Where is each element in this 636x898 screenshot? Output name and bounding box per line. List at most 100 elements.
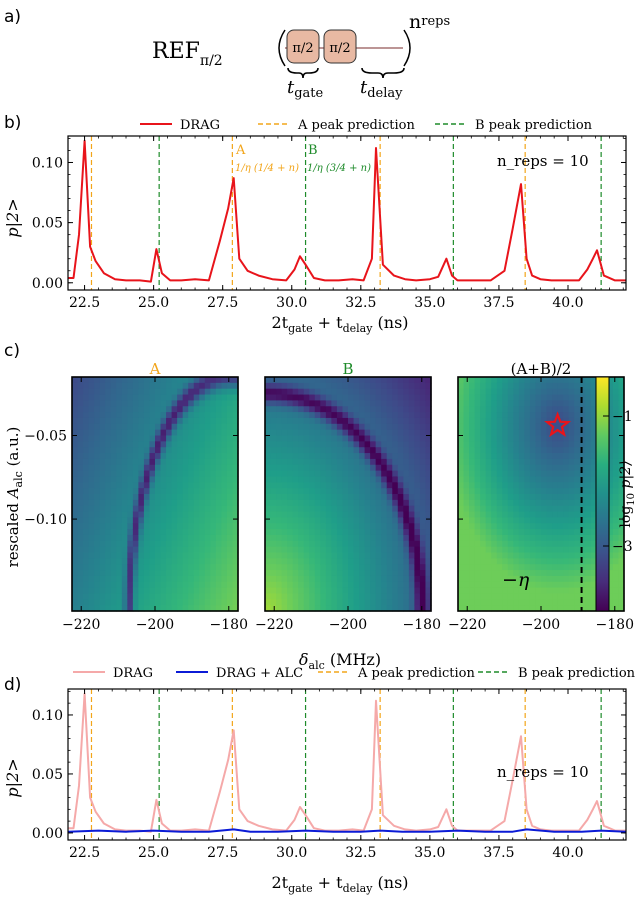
heatmap-cell <box>408 447 415 454</box>
heatmap-cell <box>463 575 470 583</box>
heatmap-cell <box>138 581 145 589</box>
heatmap-cell <box>518 523 525 530</box>
heatmap-cell <box>419 587 427 595</box>
heatmap-cell <box>552 546 559 554</box>
heatmap-cell <box>270 464 277 472</box>
heatmap-cell <box>524 476 531 483</box>
heatmap-cell <box>177 470 184 478</box>
heatmap-cell <box>563 394 570 401</box>
heatmap-cell <box>480 511 487 518</box>
heatmap-cell <box>585 447 592 454</box>
heatmap-cell <box>83 382 90 390</box>
heatmap-cell <box>166 377 173 384</box>
legend-a-label: A peak prediction <box>297 118 415 133</box>
heatmap-cell <box>585 406 592 413</box>
ylabel-c: rescaled Aalc (a.u.) <box>4 427 25 568</box>
heatmap-cell <box>463 447 470 454</box>
heatmap-cell <box>171 540 178 548</box>
heatmap-cell <box>199 382 206 390</box>
heatmap-cell <box>188 453 195 460</box>
heatmap-cell <box>138 482 145 489</box>
heatmap-cell <box>585 558 592 565</box>
heatmap-cell <box>563 429 570 437</box>
heatmap-cell <box>303 417 310 425</box>
heatmap-cell <box>155 505 162 513</box>
heatmap-cell <box>535 417 542 425</box>
heatmap-cell <box>320 523 327 530</box>
heatmap-cell <box>563 470 570 478</box>
heatmap-cell <box>513 494 520 501</box>
heatmap-cell <box>386 593 393 600</box>
heatmap-cell <box>518 605 525 612</box>
heatmap-cell <box>193 511 200 518</box>
heatmap-cell <box>116 564 123 571</box>
heatmap-cell <box>496 564 503 571</box>
heatmap-cell <box>188 575 195 583</box>
heatmap-cell <box>177 447 184 454</box>
heatmap-cell <box>270 517 277 524</box>
heatmap-cell <box>188 534 195 542</box>
y-tick-label: 0.10 <box>32 155 63 171</box>
heatmap-cell <box>375 377 382 384</box>
heatmap-cell <box>110 441 117 448</box>
heatmap-cell <box>524 412 531 419</box>
heatmap-cell <box>579 453 586 460</box>
heatmap-cell <box>77 429 84 437</box>
heatmap-cell <box>585 464 592 472</box>
heatmap-cell <box>557 453 564 460</box>
heatmap-cell <box>314 453 321 460</box>
heatmap-cell <box>568 435 575 442</box>
heatmap-cell <box>370 523 377 530</box>
heatmap-cell <box>585 540 592 548</box>
heatmap-cell <box>574 488 581 495</box>
heatmap-cell <box>518 464 525 472</box>
heatmap-cell <box>518 470 525 478</box>
heatmap-cell <box>392 575 399 583</box>
heatmap-cell <box>342 453 349 460</box>
heatmap-cell <box>541 517 548 524</box>
heatmap-cell <box>485 599 492 606</box>
heatmap-cell <box>309 546 316 554</box>
heatmap-cell <box>458 464 465 472</box>
heatmap-cell <box>171 494 178 501</box>
heatmap-cell <box>574 546 581 554</box>
heatmap-cell <box>469 435 476 442</box>
heatmap-cell <box>77 435 84 442</box>
heatmap-cell <box>491 587 498 595</box>
heatmap-cell <box>491 423 498 431</box>
heatmap-cell <box>469 382 476 390</box>
heatmap-cell <box>342 441 349 448</box>
heatmap-cell <box>563 464 570 472</box>
heatmap-cell <box>563 412 570 419</box>
heatmap-cell <box>386 429 393 437</box>
heatmap-cell <box>221 581 228 589</box>
heatmap-cell <box>99 570 106 577</box>
heatmap-cell <box>105 540 112 548</box>
heatmap-cell <box>546 564 553 571</box>
heatmap-cell <box>403 605 410 612</box>
heatmap-cell <box>215 552 222 559</box>
heatmap-cell <box>325 453 332 460</box>
heatmap-cell <box>529 570 537 577</box>
heatmap-cell <box>265 482 272 489</box>
heatmap-cell <box>469 388 476 396</box>
heatmap-cell <box>491 441 498 448</box>
heatmap-cell <box>524 581 531 589</box>
heatmap-cell <box>226 453 234 460</box>
heatmap-cell <box>590 488 597 495</box>
heatmap-cell <box>403 517 410 524</box>
heatmap-cell <box>524 605 531 612</box>
heatmap-cell <box>485 488 492 495</box>
x-tick-label: −220 <box>448 617 486 633</box>
heatmap-cell <box>552 523 559 530</box>
heatmap-cell <box>121 523 128 530</box>
heatmap-cell <box>221 575 228 583</box>
heatmap-cell <box>414 499 421 507</box>
heatmap-cell <box>110 587 117 595</box>
heatmap-cell <box>590 412 597 419</box>
heatmap-cell <box>518 534 525 542</box>
heatmap-cell <box>507 447 514 454</box>
heatmap-cell <box>193 412 200 419</box>
heatmap-cell <box>127 470 134 478</box>
heatmap-cell <box>425 540 432 548</box>
